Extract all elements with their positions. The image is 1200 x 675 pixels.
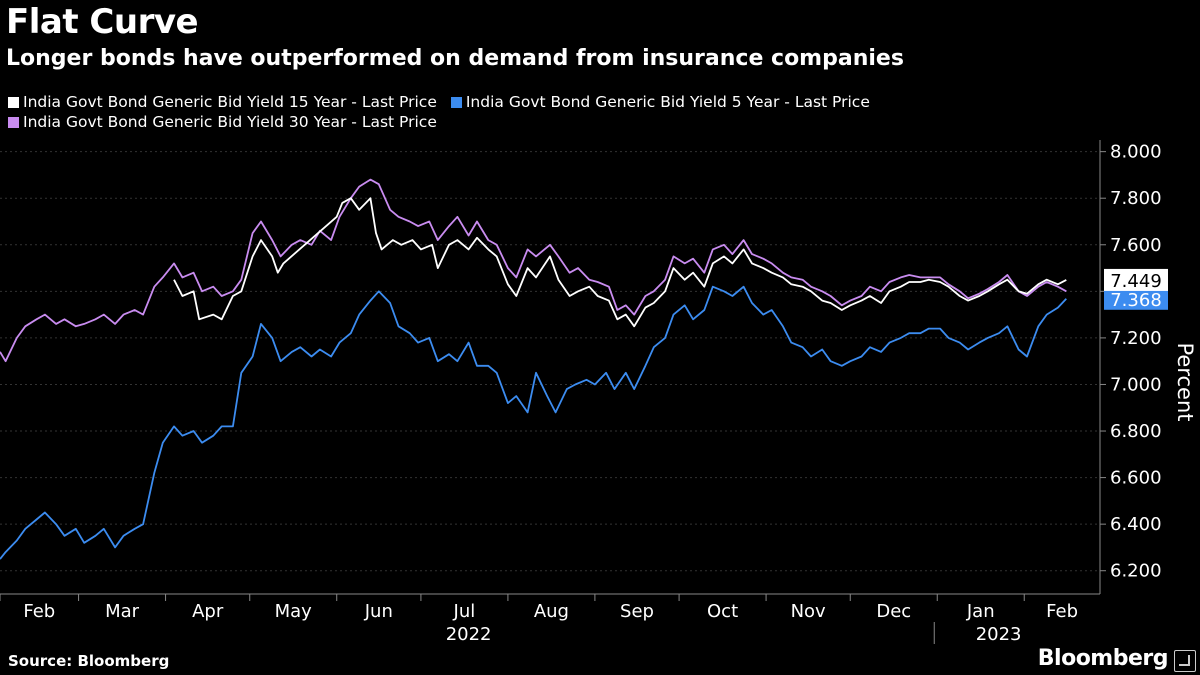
x-tick-label: Jul: [453, 601, 476, 622]
x-tick-label: Aug: [534, 601, 569, 622]
x-tick-label: Oct: [707, 601, 738, 622]
y-tick-label: 6.600: [1110, 468, 1162, 489]
y-tick-label: 6.200: [1110, 561, 1162, 582]
year-label: 2022: [446, 624, 492, 645]
legend-item-15y: India Govt Bond Generic Bid Yield 15 Yea…: [8, 92, 437, 112]
last-value-15y-text: 7.449: [1110, 271, 1162, 292]
y-tick-label: 6.400: [1110, 514, 1162, 535]
y-axis-label: Percent: [1173, 342, 1197, 421]
x-tick-label: Feb: [23, 601, 55, 622]
last-value-5y-text: 7.368: [1110, 290, 1162, 311]
legend-label-30y: India Govt Bond Generic Bid Yield 30 Yea…: [23, 113, 437, 131]
y-tick-label: 8.000: [1110, 142, 1162, 163]
legend-item-30y: India Govt Bond Generic Bid Yield 30 Yea…: [8, 112, 437, 132]
series-line-30y: [0, 178, 1067, 363]
bloomberg-logo: Bloomberg: [1037, 646, 1169, 671]
x-tick-label: Dec: [876, 601, 911, 622]
y-tick-label: 7.600: [1110, 235, 1162, 256]
legend-swatch-30y: [8, 116, 19, 128]
last-value-5y: 7.368: [1104, 287, 1168, 311]
series-line-15y: [173, 197, 1067, 328]
x-tick-label: Mar: [105, 601, 140, 622]
y-axis: 6.2006.4006.6006.8007.0007.2007.4007.600…: [1099, 140, 1162, 594]
last-value-15y: 7.449: [1104, 268, 1168, 292]
legend-swatch-5y: [450, 96, 462, 108]
series-line-5y: [0, 285, 1067, 560]
y-tick-label: 7.800: [1110, 188, 1162, 209]
legend-label-15y: India Govt Bond Generic Bid Yield 15 Yea…: [23, 93, 437, 111]
x-tick-label: Nov: [791, 601, 826, 622]
chart-subtitle: Longer bonds have outperformed on demand…: [6, 46, 904, 71]
last-value-5y-box: [1104, 287, 1168, 310]
chart-legend: India Govt Bond Generic Bid Yield 15 Yea…: [8, 92, 870, 132]
x-tick-label: Jun: [364, 601, 393, 622]
legend-swatch-15y: [8, 96, 19, 108]
source-note: Source: Bloomberg: [8, 652, 170, 670]
y-tick-label: 6.800: [1110, 421, 1162, 442]
x-tick-label: Sep: [620, 601, 654, 622]
bloomberg-box-icon: [1174, 650, 1196, 672]
legend-item-5y: India Govt Bond Generic Bid Yield 5 Year…: [450, 92, 870, 112]
year-label: 2023: [976, 624, 1022, 645]
x-tick-label: Jan: [966, 601, 995, 622]
x-axis: Feb Mar Apr May Jun Jul Aug Sep Oct Nov Dec Jan Feb 2…: [0, 593, 1100, 645]
x-tick-label: Apr: [192, 601, 224, 622]
series-lines: [0, 178, 1067, 560]
x-tick-label: Feb: [1046, 601, 1078, 622]
last-value-15y-box: [1104, 268, 1168, 291]
x-tick-label: May: [275, 601, 313, 622]
grid-lines: [0, 151, 1100, 572]
legend-label-5y: India Govt Bond Generic Bid Yield 5 Year…: [465, 93, 870, 111]
y-tick-label: 7.000: [1110, 374, 1162, 395]
y-tick-label: 7.200: [1110, 328, 1162, 349]
chart-title: Flat Curve: [6, 2, 199, 42]
